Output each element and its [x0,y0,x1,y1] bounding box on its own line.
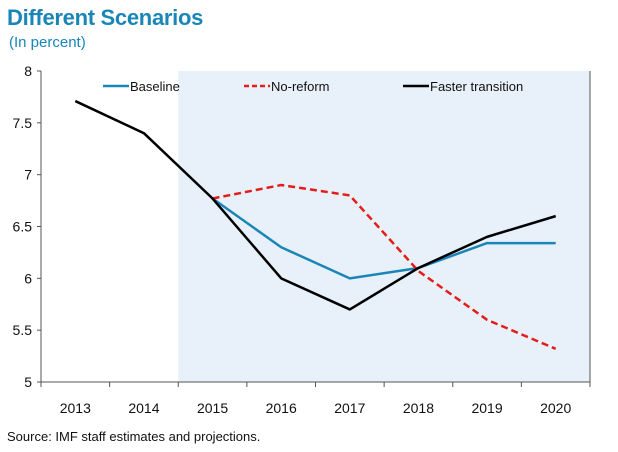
x-tick-label: 2017 [334,400,365,416]
y-tick-label: 5 [24,374,32,390]
y-tick-label: 7 [24,167,32,183]
series-line-faster-transition [74,99,557,311]
chart-source-note: Source: IMF staff estimates and projecti… [7,429,261,444]
legend-label-baseline: Baseline [130,79,180,94]
y-tick-label: 6 [24,270,32,286]
projection-shaded-region [178,71,590,382]
x-tick-label: 2016 [266,400,297,416]
x-tick-label: 2013 [60,400,91,416]
chart-title: Different Scenarios [7,5,204,30]
x-tick-label: 2019 [471,400,502,416]
y-tick-label: 8 [24,63,32,79]
x-tick-label: 2015 [197,400,228,416]
y-tick-label: 7.5 [13,115,33,131]
x-tick-label: 2018 [403,400,434,416]
legend-label-faster-transition: Faster transition [430,79,523,94]
series-line-no-reform [212,183,557,350]
legend-label-no-reform: No-reform [271,79,330,94]
y-tick-label: 5.5 [13,322,33,338]
chart-subtitle: (In percent) [9,34,86,51]
x-tick-label: 2020 [540,400,571,416]
series-line-baseline [211,197,556,280]
y-tick-label: 6.5 [13,219,33,235]
x-tick-label: 2014 [128,400,159,416]
